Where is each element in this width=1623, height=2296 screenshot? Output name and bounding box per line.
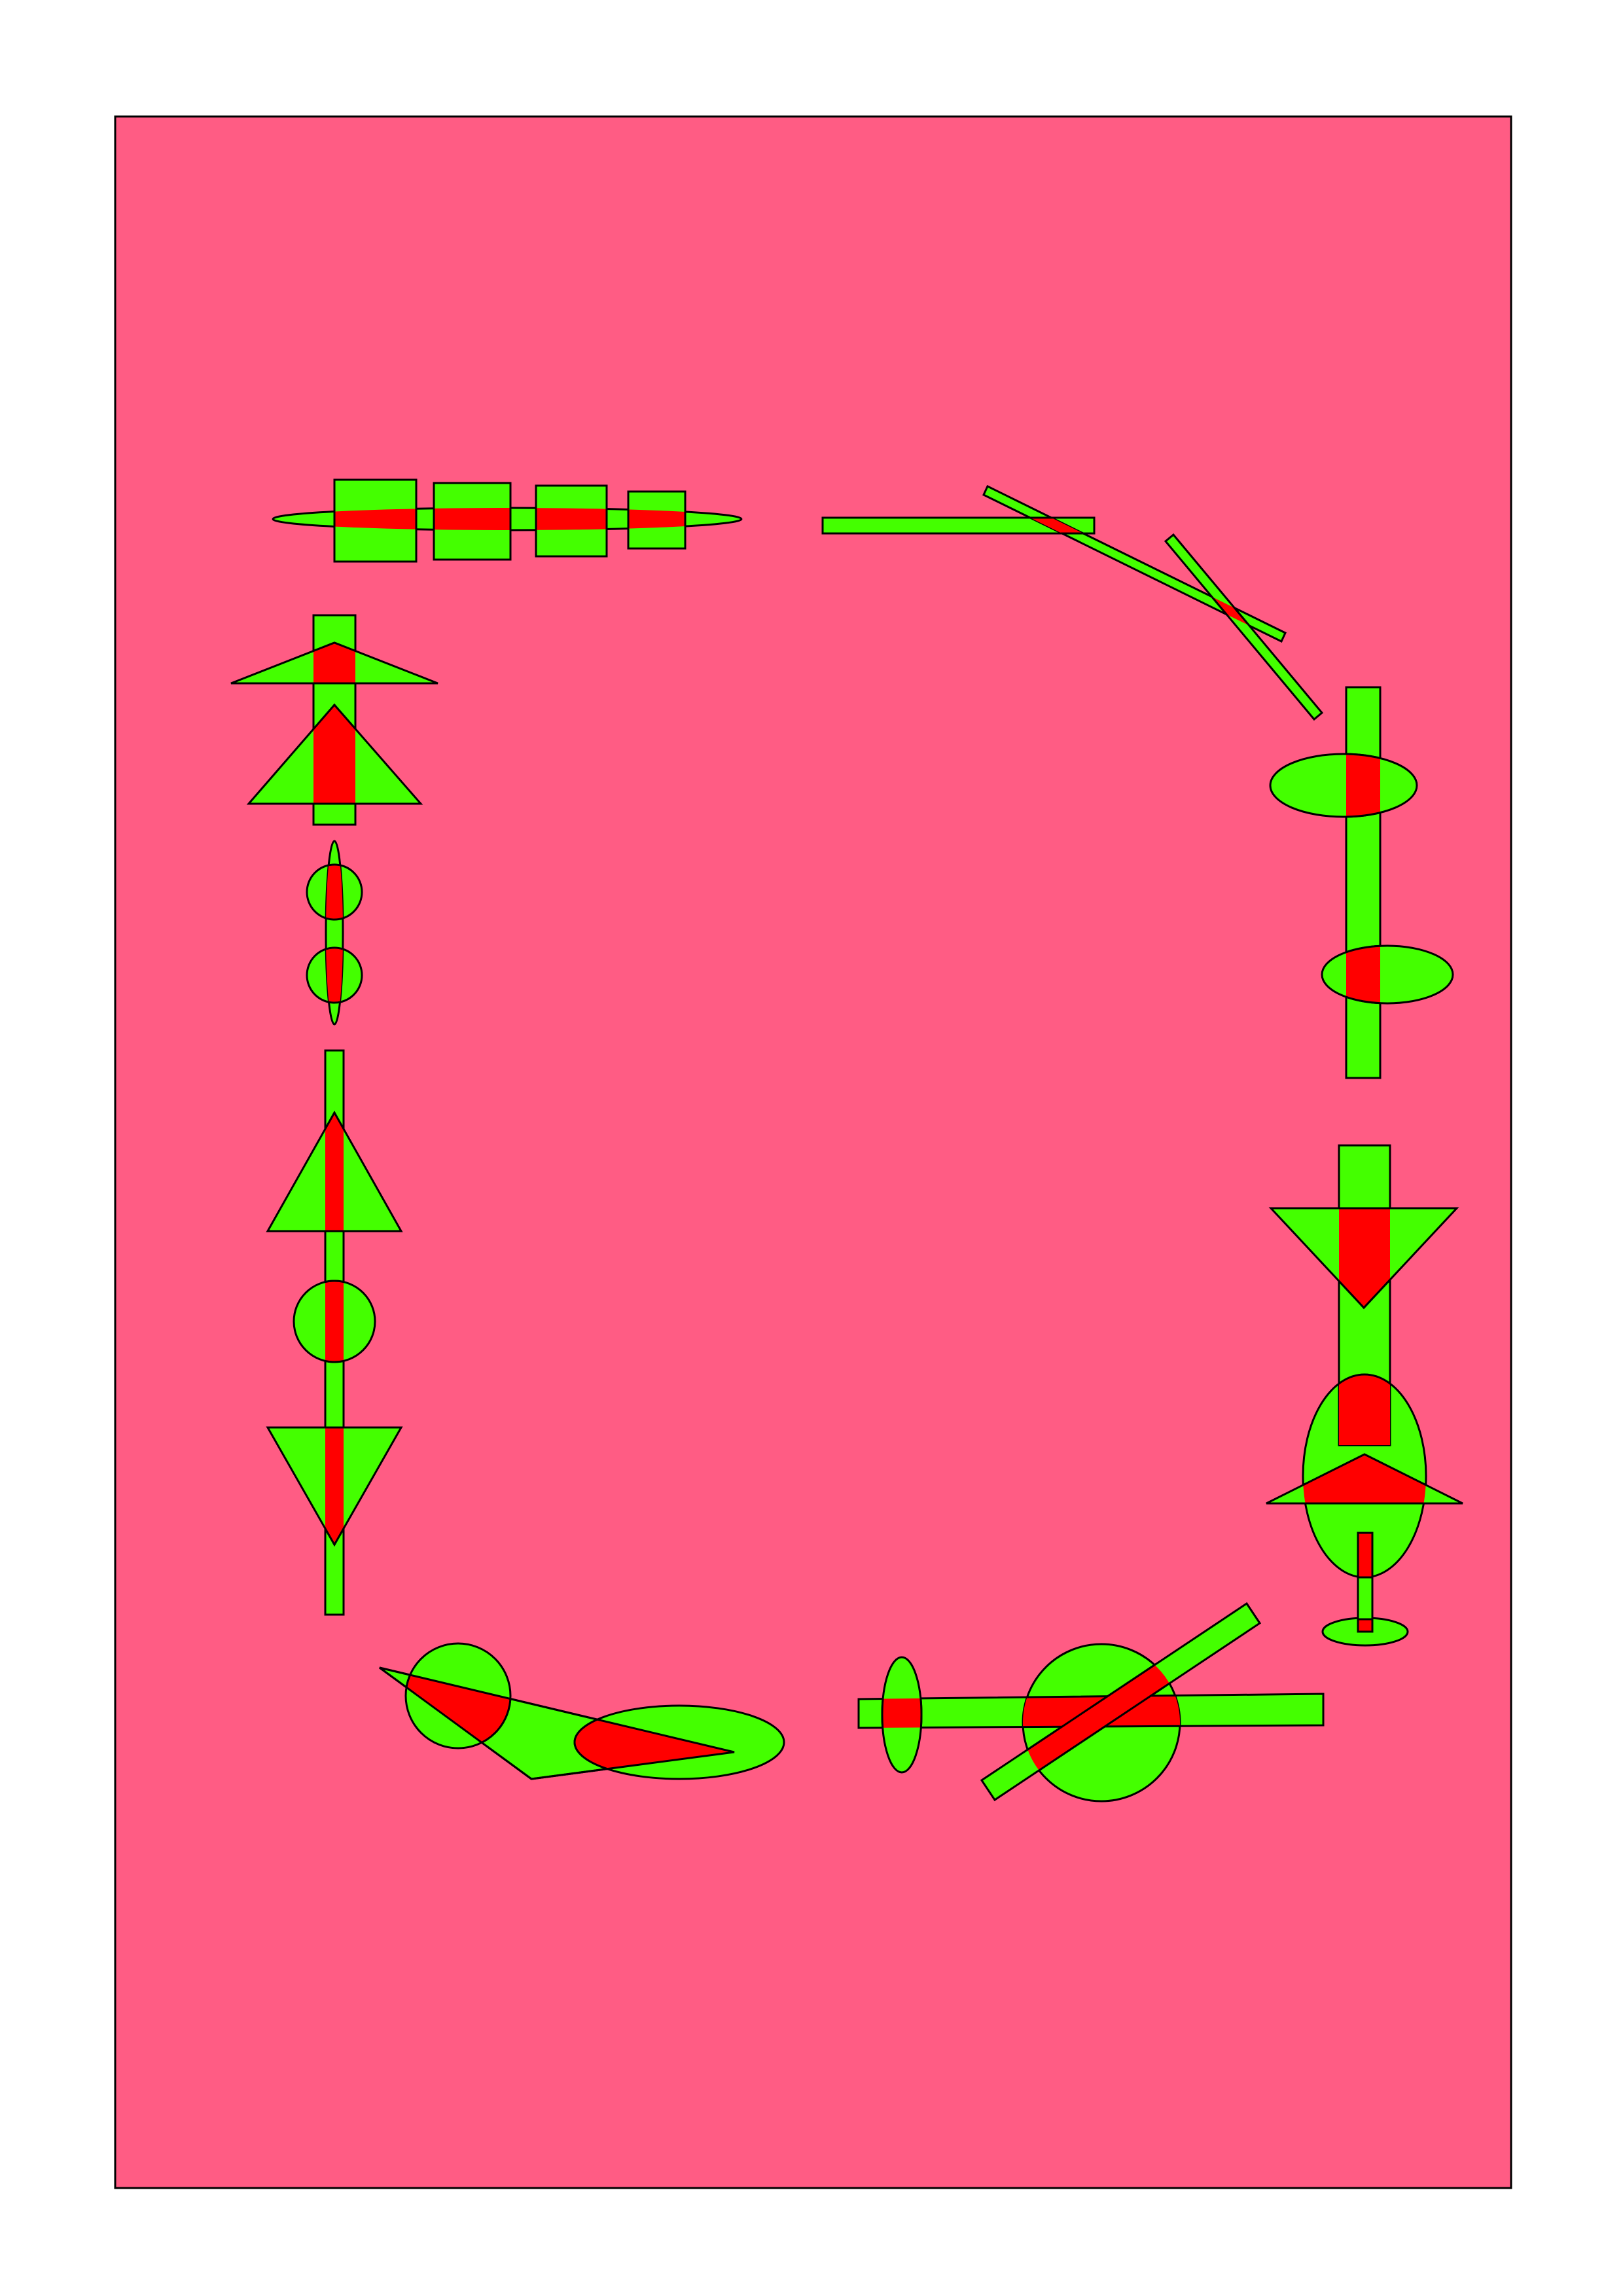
- overlap-pin-top: [1357, 1532, 1374, 1579]
- overlap-3: [535, 508, 608, 530]
- right-lower-arrow-group: [1266, 1144, 1463, 1647]
- overlap-big-up-triangle: [313, 703, 355, 805]
- overlap-4: [627, 508, 687, 530]
- right-vertical-bar: [1345, 686, 1382, 1079]
- overlap-right-ellipse-2: [1346, 944, 1380, 1005]
- overlap-flat-triangle: [313, 641, 355, 685]
- overlap-big-ellipse-top: [1339, 1373, 1390, 1445]
- right-ellipse-1: [1269, 753, 1418, 818]
- overlap-up-triangle: [325, 1110, 344, 1232]
- overlap-pin-bottom: [1357, 1618, 1374, 1633]
- bottom-left-triangle-group: [379, 1642, 785, 1780]
- overlap-flat-triangle: [1303, 1453, 1426, 1505]
- overlap-2: [433, 508, 512, 530]
- overlap-right-ellipse-1: [1346, 753, 1380, 818]
- left-middle-ellipses-group: [306, 840, 363, 1026]
- left-upper-arrow-group: [230, 614, 438, 826]
- overlap-down-triangle: [1339, 1207, 1390, 1310]
- top-left-bar-group: [272, 478, 743, 563]
- right-upper-ellipses-group: [1269, 686, 1454, 1079]
- overlap-down-triangle: [325, 1426, 344, 1547]
- overlap-small-ellipse: [881, 1694, 923, 1728]
- overlap-small-circle-1: [326, 863, 343, 921]
- overlap-small-circle-2: [326, 946, 343, 1004]
- diagonal-stick-2: [1164, 533, 1324, 721]
- top-right-sticks-group: [821, 484, 1324, 721]
- long-triangle-outline: [379, 1666, 735, 1780]
- right-ellipse-2: [1321, 944, 1454, 1005]
- overlap-1: [333, 508, 418, 530]
- left-lower-arrow-group: [266, 1049, 403, 1616]
- overlap-left-circle: [325, 1280, 344, 1363]
- bottom-right-cross-group: [857, 1602, 1325, 1803]
